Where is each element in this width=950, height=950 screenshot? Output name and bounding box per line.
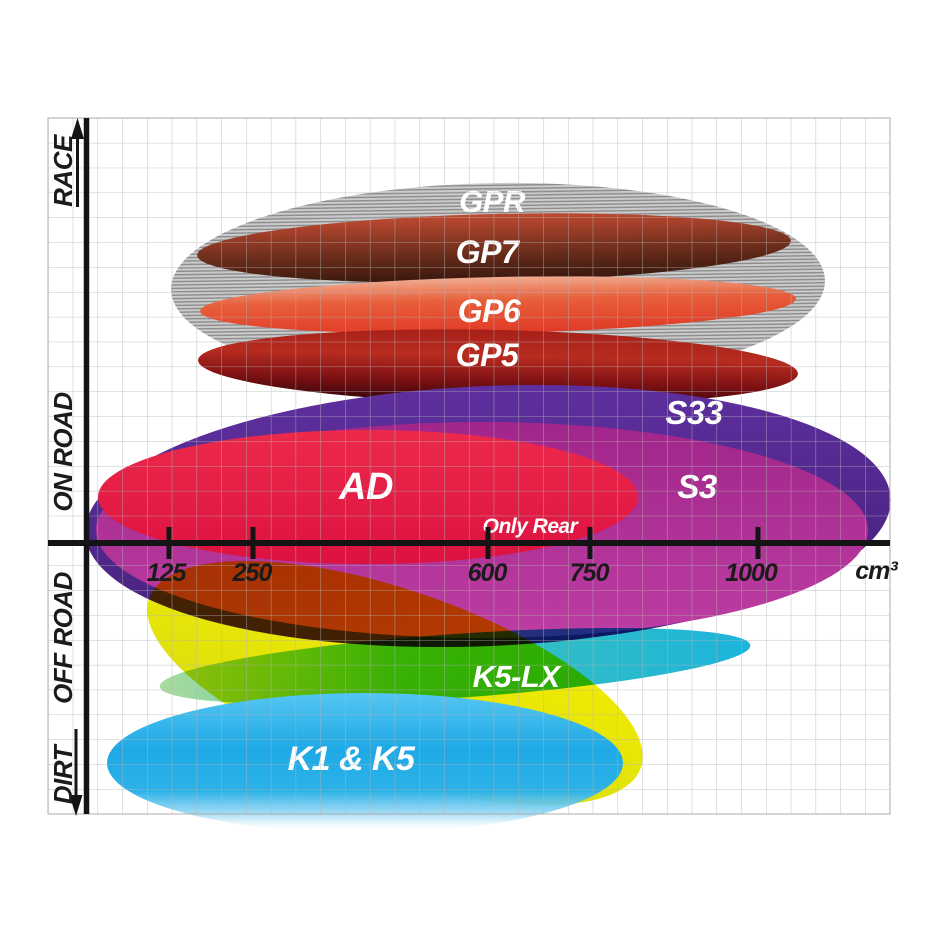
y-label-dirt: DIRT bbox=[48, 743, 78, 804]
dirt-down-arrow-icon bbox=[69, 795, 83, 816]
x-label-600: 600 bbox=[468, 559, 508, 587]
x-label-125: 125 bbox=[147, 559, 188, 587]
x-label-750: 750 bbox=[570, 559, 610, 587]
x-label-250: 250 bbox=[232, 559, 273, 587]
y-label-on-road: ON ROAD bbox=[48, 392, 78, 512]
x-label-1000: 1000 bbox=[725, 559, 778, 587]
x-axis-labels: 125 250 600 750 1000 cm³ bbox=[147, 557, 900, 587]
y-axis-labels: RACE ON ROAD OFF ROAD DIRT bbox=[48, 134, 78, 804]
grid bbox=[47, 117, 891, 815]
y-label-off-road: OFF ROAD bbox=[48, 571, 78, 703]
axes bbox=[48, 118, 890, 814]
x-axis-unit: cm³ bbox=[855, 557, 898, 585]
grid-border bbox=[47, 117, 891, 815]
y-label-race: RACE bbox=[48, 134, 78, 207]
axis-ticks bbox=[166, 527, 761, 559]
axis-arrows bbox=[69, 118, 84, 816]
grid-area bbox=[48, 118, 890, 814]
race-up-arrow-icon bbox=[71, 118, 84, 139]
